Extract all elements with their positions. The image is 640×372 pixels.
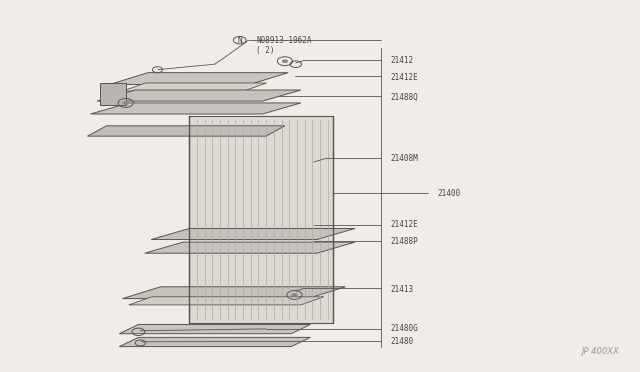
Text: 21412: 21412 <box>390 56 413 65</box>
Bar <box>100 83 125 105</box>
Polygon shape <box>91 103 301 114</box>
Text: 21488P: 21488P <box>390 237 418 246</box>
Polygon shape <box>97 90 301 101</box>
Polygon shape <box>129 297 324 305</box>
Polygon shape <box>145 242 355 253</box>
Polygon shape <box>119 324 310 334</box>
Text: 21408M: 21408M <box>390 154 418 163</box>
Text: N: N <box>237 36 243 45</box>
Text: 21412E: 21412E <box>390 220 418 229</box>
Circle shape <box>122 101 129 105</box>
Text: 21413: 21413 <box>390 285 413 294</box>
Circle shape <box>291 293 298 297</box>
Polygon shape <box>88 126 285 136</box>
Text: 21488Q: 21488Q <box>390 93 418 102</box>
Text: 21400: 21400 <box>438 189 461 198</box>
Polygon shape <box>119 337 310 347</box>
Text: 21480: 21480 <box>390 337 413 346</box>
Polygon shape <box>122 287 346 299</box>
Circle shape <box>282 60 288 63</box>
Bar <box>189 116 333 323</box>
Text: N08913-1062A: N08913-1062A <box>256 36 312 45</box>
Text: 21412E: 21412E <box>390 73 418 81</box>
Polygon shape <box>109 73 288 84</box>
Text: 21480G: 21480G <box>390 324 418 333</box>
Text: JP 400XX: JP 400XX <box>582 347 620 356</box>
Polygon shape <box>151 228 355 240</box>
Text: ( 2): ( 2) <box>256 46 275 55</box>
Polygon shape <box>122 83 266 91</box>
